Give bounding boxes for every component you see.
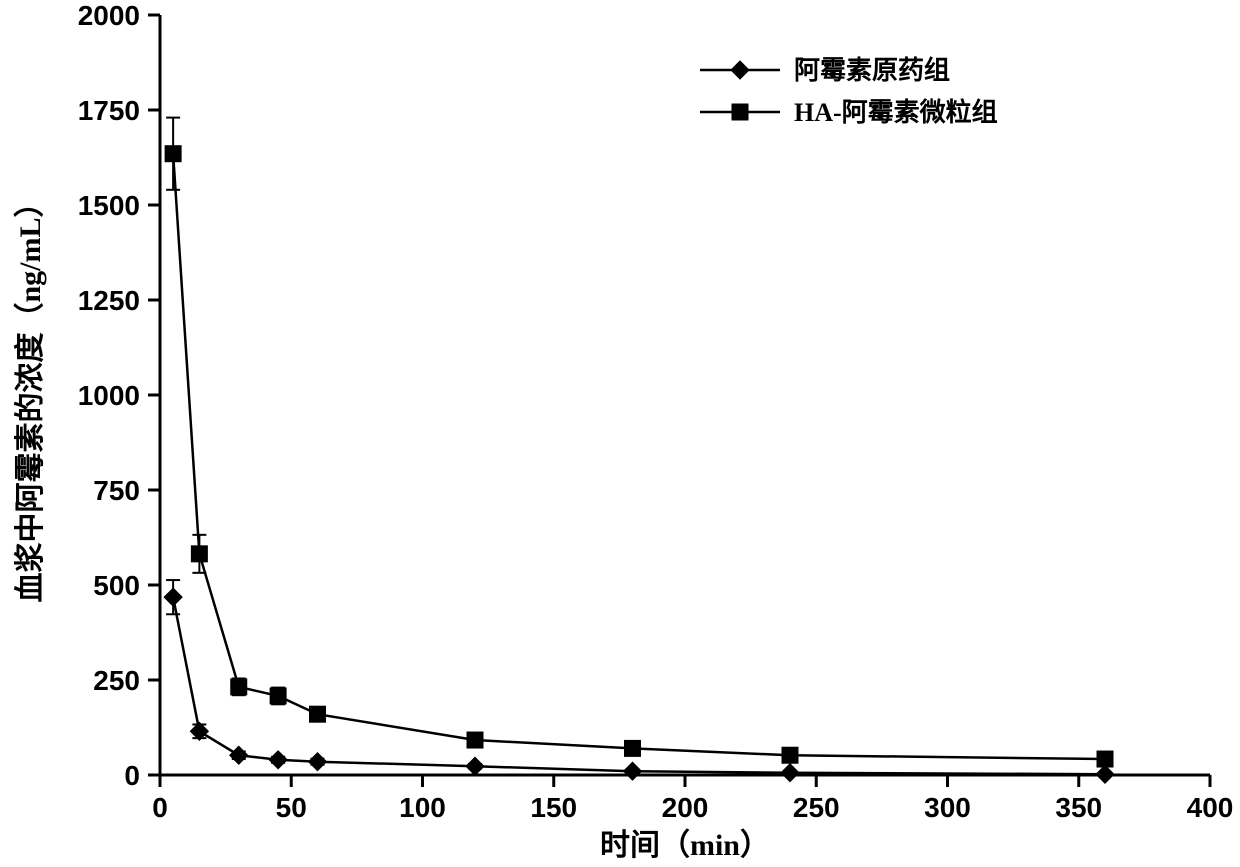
- y-tick-label: 250: [93, 665, 140, 696]
- x-tick-label: 0: [152, 792, 168, 823]
- square-marker: [625, 740, 641, 756]
- legend-label: HA-阿霉素微粒组: [794, 97, 998, 127]
- square-marker: [467, 732, 483, 748]
- chart-bg: [0, 0, 1240, 867]
- square-marker: [1097, 751, 1113, 767]
- square-marker: [310, 706, 326, 722]
- x-tick-label: 300: [924, 792, 971, 823]
- square-marker: [270, 688, 286, 704]
- square-marker: [165, 146, 181, 162]
- x-tick-label: 200: [662, 792, 709, 823]
- y-tick-label: 2000: [78, 0, 140, 31]
- square-marker: [191, 546, 207, 562]
- y-tick-label: 1000: [78, 380, 140, 411]
- y-axis-title: 血浆中阿霉素的浓度（ng/mL）: [13, 187, 47, 602]
- legend-label: 阿霉素原药组: [794, 55, 950, 85]
- x-tick-label: 400: [1187, 792, 1234, 823]
- x-tick-label: 250: [793, 792, 840, 823]
- x-tick-label: 50: [276, 792, 307, 823]
- square-marker: [782, 747, 798, 763]
- y-tick-label: 1250: [78, 285, 140, 316]
- y-tick-label: 0: [124, 760, 140, 791]
- x-tick-label: 350: [1055, 792, 1102, 823]
- chart-container: 0 50 100 150 200 250 300 350 400 0 250 500 750 1000 12…: [0, 0, 1240, 867]
- y-tick-label: 1750: [78, 95, 140, 126]
- pk-chart: 0 50 100 150 200 250 300 350 400 0 250 500 750 1000 12…: [0, 0, 1240, 867]
- y-tick-label: 1500: [78, 190, 140, 221]
- y-tick-label: 750: [93, 475, 140, 506]
- square-marker: [231, 679, 247, 695]
- square-marker: [732, 104, 748, 120]
- x-tick-label: 150: [530, 792, 577, 823]
- x-tick-label: 100: [399, 792, 446, 823]
- x-axis-title: 时间（min）: [600, 828, 770, 862]
- y-tick-label: 500: [93, 570, 140, 601]
